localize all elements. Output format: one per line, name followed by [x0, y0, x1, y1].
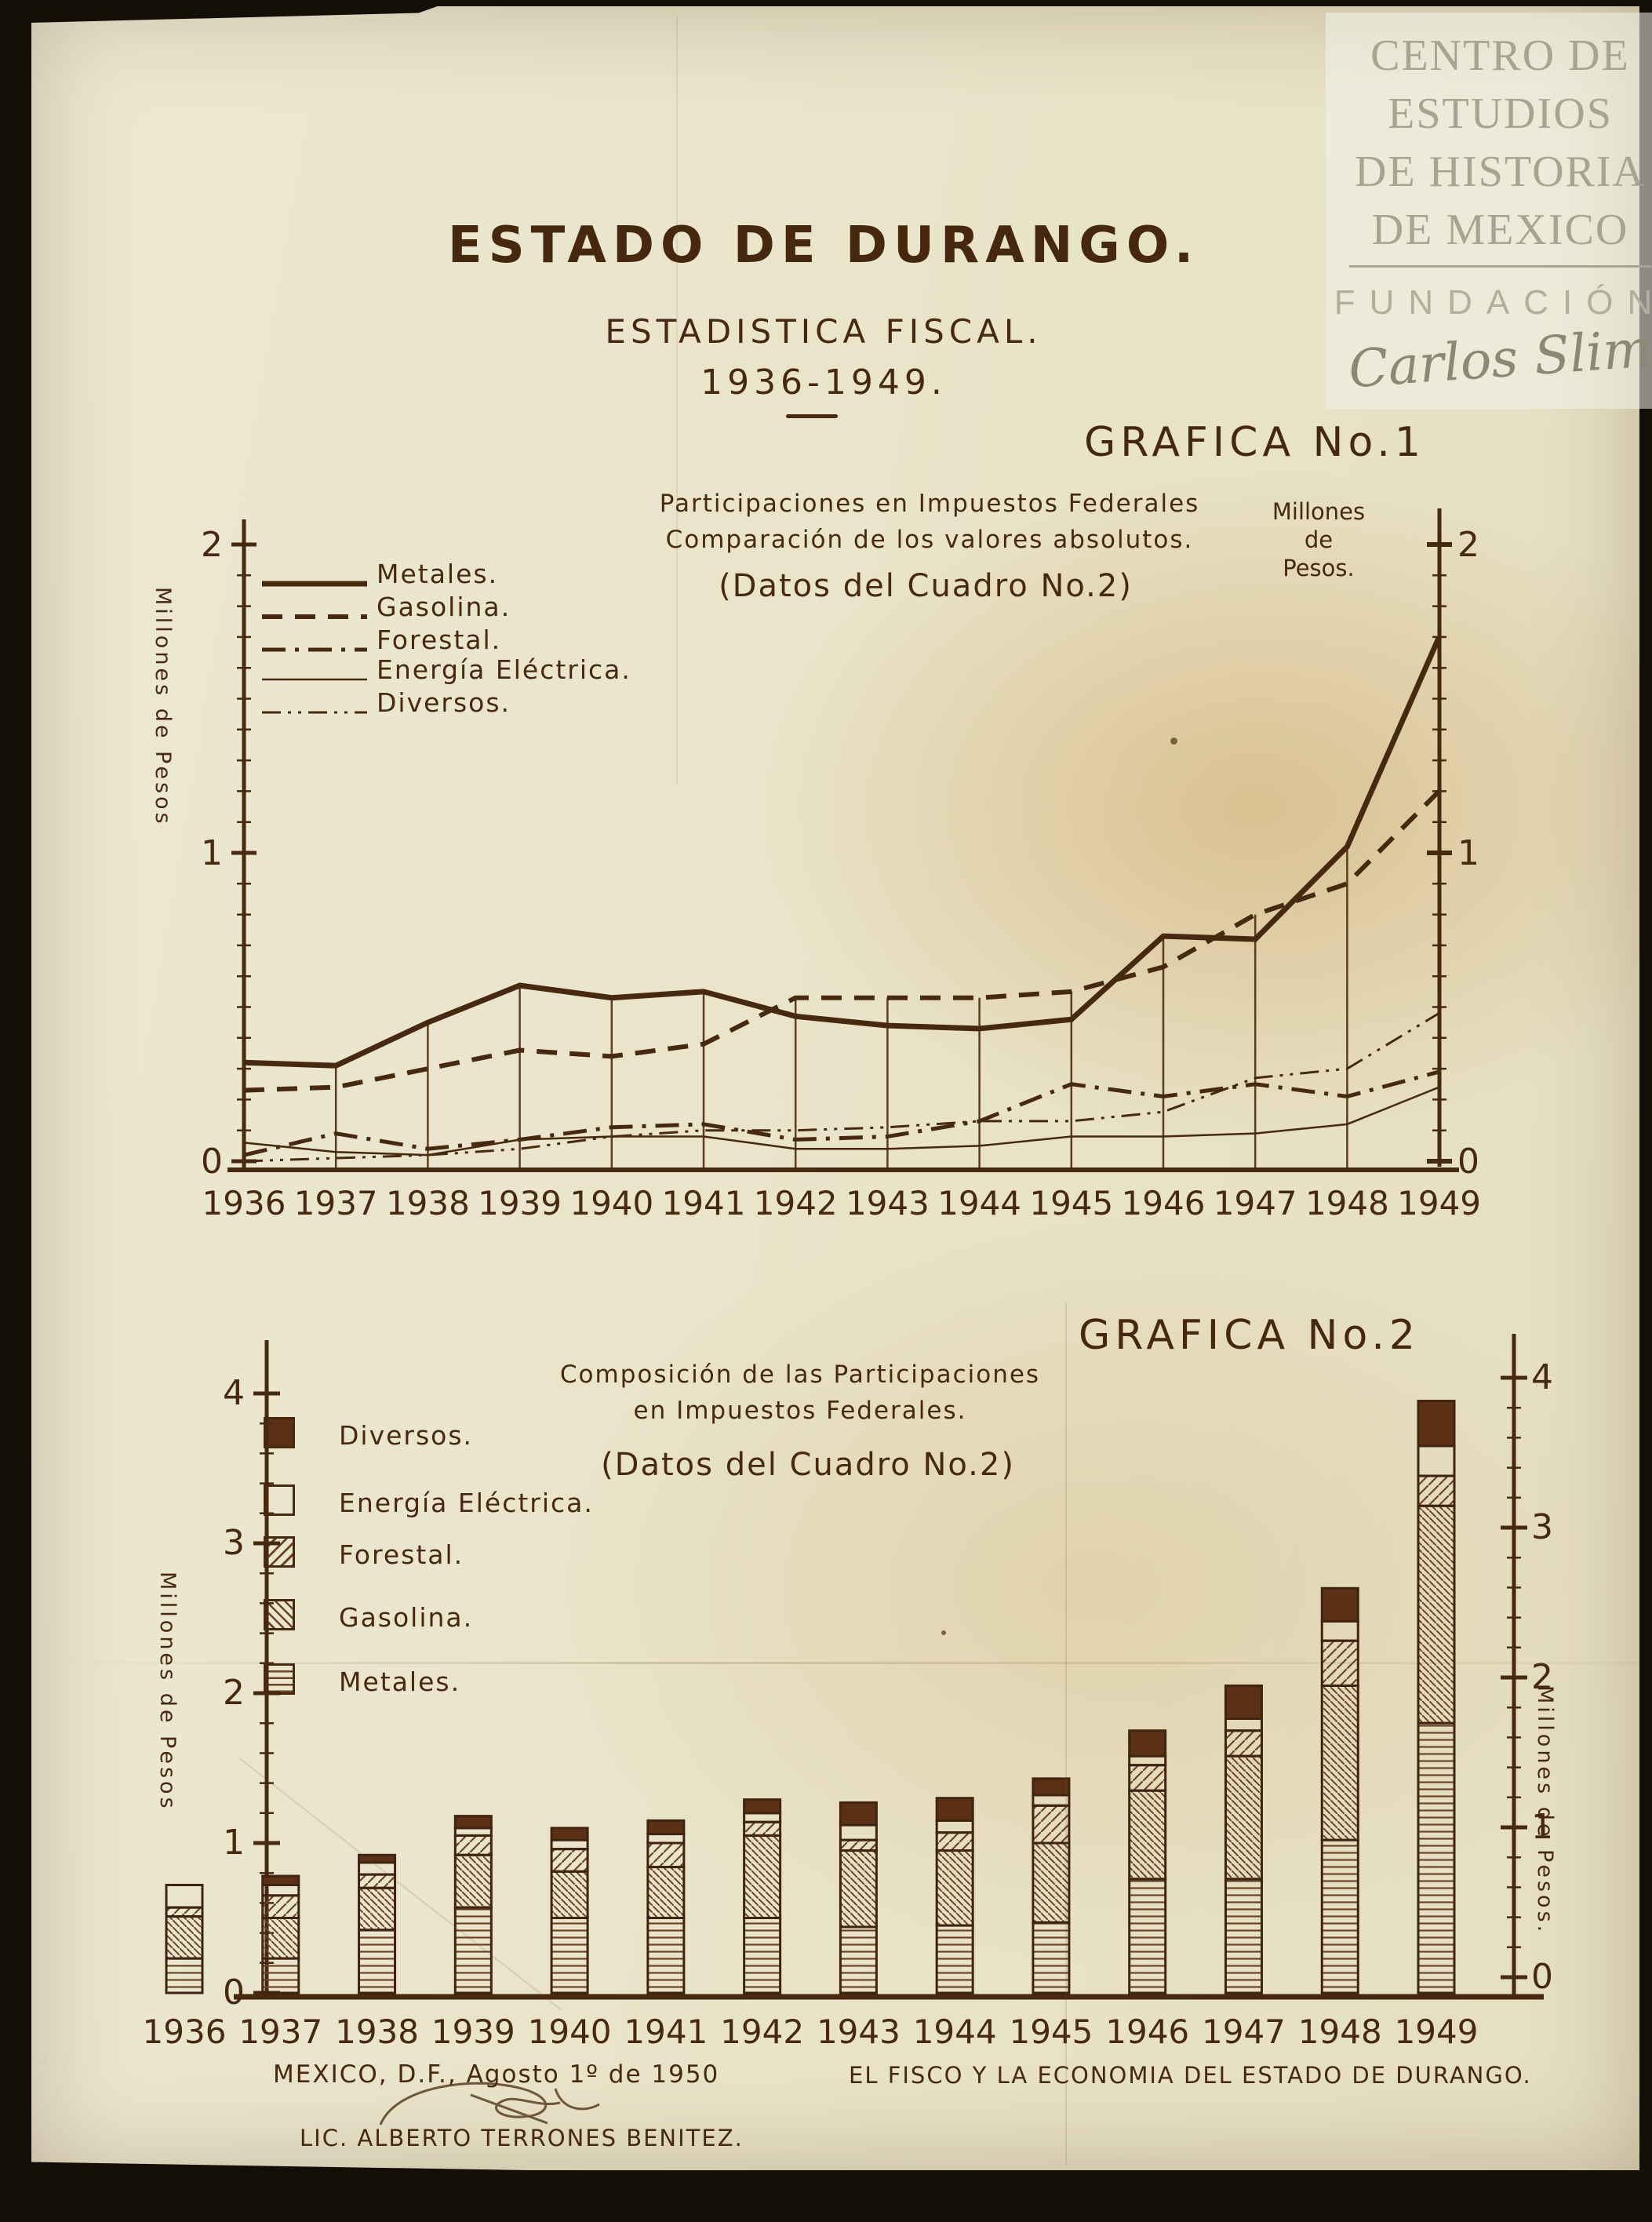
svg-text:3: 3	[1531, 1507, 1553, 1547]
chart2-legend-label-gasolina: Gasolina.	[339, 1602, 474, 1633]
svg-text:1936: 1936	[202, 1184, 286, 1222]
svg-text:1945: 1945	[1029, 1184, 1113, 1222]
chart2-title-line1: Composición de las Participaciones	[559, 1361, 1041, 1389]
svg-text:1949: 1949	[1395, 2013, 1479, 2051]
page-title: ESTADO DE DURANGO.	[447, 217, 1200, 275]
footer-caption: EL FISCO Y LA ECONOMIA DEL ESTADO DE DUR…	[849, 2062, 1532, 2089]
svg-text:3: 3	[223, 1523, 245, 1563]
svg-text:1943: 1943	[817, 2013, 901, 2051]
svg-text:1941: 1941	[662, 1184, 746, 1222]
chart1-legend-label-metales: Metales.	[377, 559, 499, 589]
watermark-foundation: FUNDACIÓN	[1334, 283, 1652, 322]
svg-text:2: 2	[223, 1673, 245, 1713]
chart1-legend-label-gasolina: Gasolina.	[377, 592, 511, 622]
svg-text:1947: 1947	[1214, 1184, 1297, 1222]
watermark-signature: Carlos Slim	[1346, 318, 1652, 400]
footer-author: LIC. ALBERTO TERRONES BENITEZ.	[300, 2125, 744, 2151]
svg-text:2: 2	[1457, 525, 1479, 565]
chart2-heading: GRAFICA No.2	[1079, 1312, 1420, 1359]
svg-text:1946: 1946	[1105, 2013, 1189, 2051]
svg-text:1: 1	[1457, 833, 1479, 873]
ink-speck	[1170, 738, 1177, 745]
chart2-source-note: (Datos del Cuadro No.2)	[601, 1447, 1015, 1483]
svg-text:1946: 1946	[1122, 1184, 1206, 1222]
svg-text:1947: 1947	[1202, 2013, 1286, 2051]
svg-text:1937: 1937	[238, 2013, 322, 2051]
vertical-fold-crease-top	[676, 16, 678, 785]
chart1-legend-label-energia: Energía Eléctrica.	[377, 654, 631, 685]
chart1-right-axis-label-line1: Millones	[1272, 498, 1366, 525]
svg-text:1948: 1948	[1298, 2013, 1382, 2051]
chart1-title-line1: Participaciones en Impuestos Federales	[659, 490, 1200, 518]
chart1-heading: GRAFICA No.1	[1084, 419, 1425, 466]
chart2-stacked-bar-canvas: 0 0 1 1 2 2 3 3 4 4 1936 1937 1938 1939 1940 1941 1942 19…	[143, 1334, 1553, 2051]
svg-text:4: 4	[223, 1373, 245, 1413]
page-subtitle: ESTADISTICA FISCAL.	[605, 312, 1043, 351]
chart2-legend-label-metales: Metales.	[339, 1666, 461, 1697]
svg-text:0: 0	[1531, 1957, 1553, 1997]
svg-text:1938: 1938	[386, 1184, 470, 1222]
horizontal-fold-crease	[31, 1662, 1639, 1664]
watermark-line: DE HISTORIA	[1355, 148, 1646, 196]
svg-text:1944: 1944	[913, 2013, 997, 2051]
svg-text:1949: 1949	[1397, 1184, 1481, 1222]
svg-text:1937: 1937	[294, 1184, 378, 1222]
chart1-left-axis-label: Millones de Pesos	[151, 587, 175, 827]
archive-watermark: CENTRO DE ESTUDIOS DE HISTORIA DE MEXICO…	[1326, 13, 1652, 409]
svg-text:1943: 1943	[846, 1184, 930, 1222]
chart2-legend-label-forestal: Forestal.	[339, 1539, 464, 1570]
svg-text:1944: 1944	[937, 1184, 1021, 1222]
svg-text:1: 1	[223, 1823, 245, 1863]
watermark-line: CENTRO DE	[1370, 31, 1630, 80]
chart2-left-axis-label: Millones de Pesos	[155, 1572, 180, 1812]
svg-text:1945: 1945	[1009, 2013, 1093, 2051]
svg-text:0: 0	[201, 1142, 223, 1182]
svg-text:0: 0	[223, 1972, 245, 2013]
chart2-legend-label-diversos: Diversos.	[339, 1420, 474, 1451]
chart2-legend-swatch-diversos	[264, 1417, 295, 1448]
svg-text:1942: 1942	[720, 2013, 804, 2051]
svg-text:0: 0	[1457, 1142, 1479, 1182]
svg-text:4: 4	[1531, 1357, 1553, 1397]
svg-text:1936: 1936	[143, 2013, 227, 2051]
svg-text:1: 1	[201, 833, 223, 873]
chart1-title-line2: Comparación de los valores absolutos.	[665, 526, 1194, 554]
chart1-right-axis-label-line2: de	[1304, 526, 1334, 553]
chart1-right-axis-label-line3: Pesos.	[1283, 555, 1355, 581]
chart2-legend-swatch-gasolina	[264, 1599, 295, 1630]
svg-text:1: 1	[1531, 1807, 1553, 1847]
svg-text:1938: 1938	[335, 2013, 419, 2051]
svg-text:2: 2	[1531, 1657, 1553, 1697]
chart1-legend-label-forestal: Forestal.	[377, 625, 502, 655]
chart1-right-axis-label: Millones de Pesos.	[1252, 497, 1385, 582]
watermark-line: ESTUDIOS	[1388, 89, 1613, 138]
vertical-fold-crease-bottom	[1065, 1302, 1067, 2166]
svg-text:1941: 1941	[624, 2013, 708, 2051]
document-paper: ESTADO DE DURANGO. ESTADISTICA FISCAL. 1…	[31, 6, 1652, 2170]
svg-text:1939: 1939	[478, 1184, 562, 1222]
chart2-title-line2: en Impuestos Federales.	[633, 1397, 967, 1425]
svg-text:1940: 1940	[528, 2013, 612, 2051]
svg-text:2: 2	[201, 525, 223, 565]
chart2-right-axis-label: Millones de Pesos.	[1533, 1685, 1557, 1936]
signature-flourish	[379, 2082, 600, 2125]
title-underline-mark	[786, 414, 838, 418]
svg-text:1940: 1940	[569, 1184, 653, 1222]
svg-text:1942: 1942	[754, 1184, 838, 1222]
watermark-divider	[1349, 265, 1651, 268]
chart1-source-note: (Datos del Cuadro No.2)	[719, 568, 1133, 604]
ink-speck	[941, 1630, 946, 1635]
watermark-line: DE MEXICO	[1371, 206, 1629, 254]
svg-text:1939: 1939	[431, 2013, 515, 2051]
svg-text:1948: 1948	[1305, 1184, 1389, 1222]
page-period: 1936-1949.	[700, 362, 947, 403]
chart2-legend-label-energia: Energía Eléctrica.	[339, 1488, 594, 1518]
chart1-legend-label-diversos: Diversos.	[377, 687, 511, 718]
